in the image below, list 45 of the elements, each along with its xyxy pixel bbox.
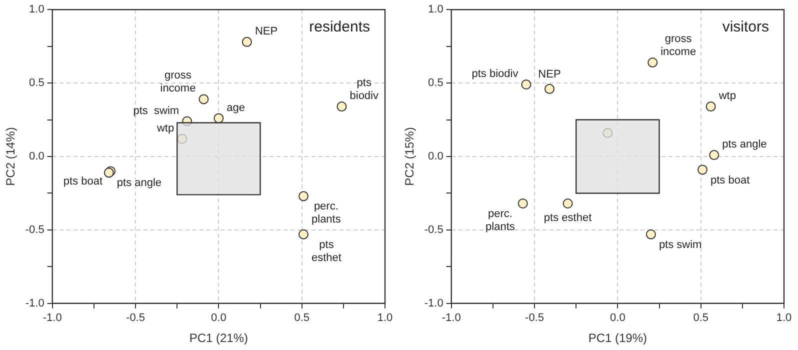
- text: visitors: [722, 18, 769, 36]
- annotation: pts boat: [63, 176, 103, 188]
- x-tick-label: -1.0: [442, 312, 461, 324]
- annotation: gross income: [660, 33, 696, 58]
- y-tick-label: -1.0: [424, 297, 444, 310]
- y-tick-label: 0.5: [29, 77, 44, 90]
- y-tick-label: -0.5: [424, 224, 444, 236]
- annotation: pts swim: [133, 104, 180, 117]
- y-axis-title: PC2 (14%): [4, 127, 18, 186]
- annotation: NEP: [538, 68, 561, 80]
- annotation: wtp: [718, 90, 736, 102]
- x-tick-label: -0.5: [525, 312, 544, 324]
- x-axis-title: PC1 (19%): [588, 331, 648, 346]
- annotation: pts esthet: [544, 212, 592, 224]
- annotation: pts swim: [658, 238, 702, 251]
- annotation: pts biodiv: [350, 77, 379, 102]
- annotation: pts biodiv: [472, 68, 519, 80]
- x-tick-label: -0.5: [126, 312, 145, 324]
- x-tick-label: -1.0: [42, 312, 62, 324]
- x-tick-label: 0.0: [211, 312, 226, 324]
- y-tick-label: 0.0: [428, 150, 444, 163]
- annotation: pts boat: [710, 174, 750, 186]
- y-tick-label: 1.0: [428, 4, 444, 16]
- x-tick-label: 1.0: [776, 312, 792, 324]
- x-tick-label: 0.5: [693, 312, 708, 324]
- text: residents: [309, 18, 370, 36]
- y-tick-label: -1.0: [25, 297, 44, 310]
- annotation: NEP: [254, 25, 278, 38]
- y-axis-title: PC2 (15%): [402, 127, 417, 186]
- annotation: pts esthet: [312, 238, 342, 264]
- x-tick-label: 1.0: [377, 312, 393, 324]
- annotation: gross income: [160, 70, 196, 95]
- x-tick-label: 0.5: [294, 312, 310, 324]
- x-axis-title: PC1 (21%): [189, 331, 248, 346]
- annotation: pts angle: [722, 138, 767, 151]
- y-tick-label: 0.5: [428, 77, 444, 90]
- annotation: pts angle: [116, 177, 162, 190]
- annotation: wtp: [156, 122, 174, 134]
- y-tick-label: -0.5: [25, 224, 44, 236]
- y-tick-label: 1.0: [29, 4, 44, 16]
- annotation: perc. plants: [486, 208, 516, 234]
- y-tick-label: 0.0: [29, 150, 44, 163]
- annotation: perc. plants: [312, 200, 342, 226]
- x-tick-label: 0.0: [610, 312, 626, 324]
- annotation: age: [226, 102, 246, 114]
